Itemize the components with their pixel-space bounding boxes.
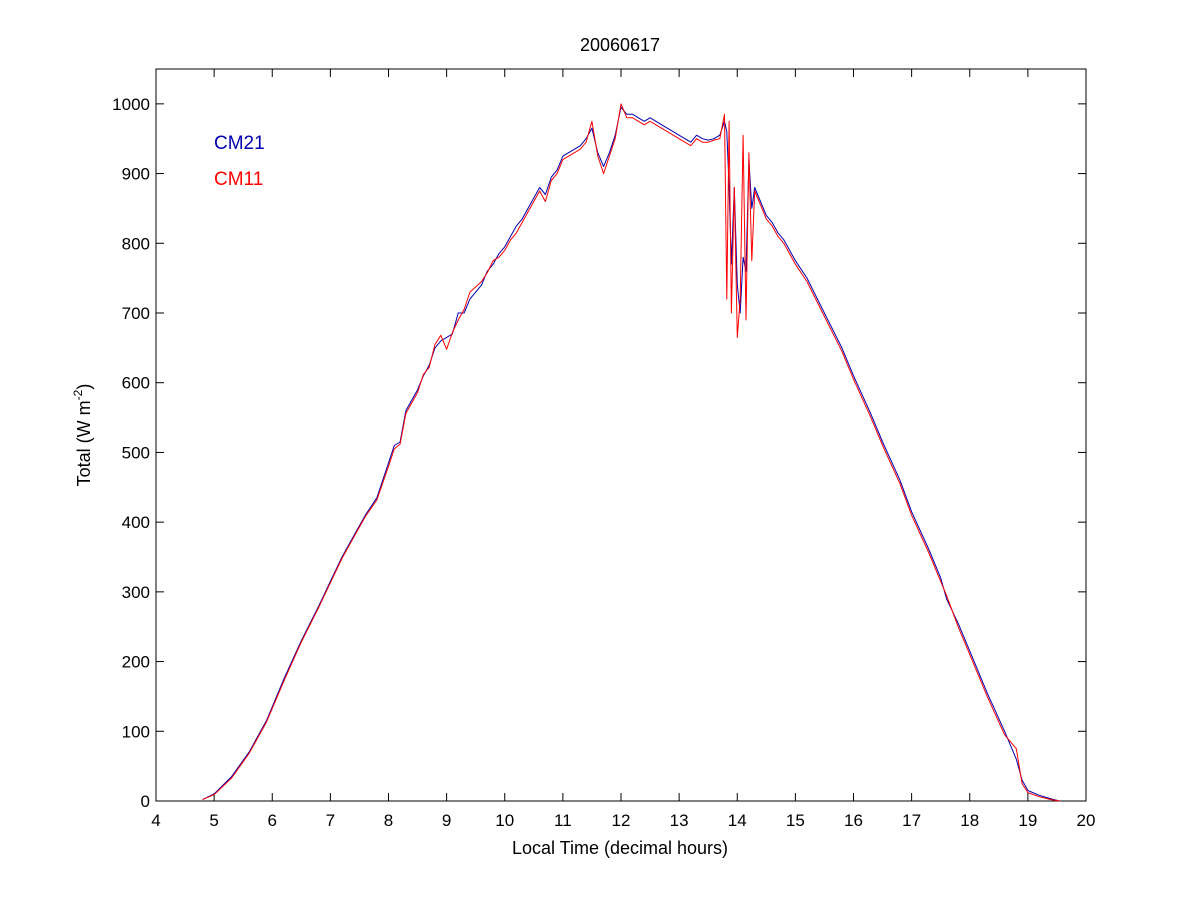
x-tick-label: 8 xyxy=(384,811,393,830)
y-axis: 0 100 200 300 400 500 600 700 800 900 1000 xyxy=(112,95,1086,811)
x-axis-label: Local Time (decimal hours) xyxy=(512,838,728,858)
y-tick-label: 100 xyxy=(122,722,150,741)
legend-entry-cm11: CM11 xyxy=(214,169,263,190)
plot-frame xyxy=(155,68,1087,802)
legend-entry-cm21: CM21 xyxy=(214,133,265,154)
x-tick-label: 5 xyxy=(209,811,218,830)
y-tick-label: 700 xyxy=(122,304,150,323)
x-tick-label: 9 xyxy=(442,811,451,830)
x-tick-label: 10 xyxy=(495,811,514,830)
y-axis-label-close: ) xyxy=(74,384,94,390)
y-tick-label: 200 xyxy=(122,653,150,672)
y-tick-label: 500 xyxy=(122,443,150,462)
y-tick-label: 800 xyxy=(122,234,150,253)
x-tick-label: 18 xyxy=(960,811,979,830)
x-tick-label: 6 xyxy=(268,811,277,830)
x-tick-label: 4 xyxy=(151,811,160,830)
series-line-cm21 xyxy=(202,106,1060,802)
y-tick-label: 0 xyxy=(141,792,150,811)
series-line-cm11 xyxy=(202,103,1060,802)
y-tick-label: 600 xyxy=(122,374,150,393)
y-axis-label: Total (W m-2) xyxy=(71,384,94,487)
plot-area: 4 5 6 7 8 9 10 11 12 13 14 15 16 17 18 19 20 01002003004… xyxy=(112,68,1095,830)
x-tick-label: 11 xyxy=(554,811,572,830)
y-tick-label: 900 xyxy=(122,165,150,184)
y-axis-label-main: Total (W m xyxy=(74,400,94,486)
x-tick-label: 17 xyxy=(902,811,921,830)
y-axis-label-sup: -2 xyxy=(71,389,85,400)
x-tick-label: 14 xyxy=(728,811,747,830)
x-tick-label: 7 xyxy=(326,811,335,830)
chart-title: 20060617 xyxy=(580,35,660,55)
y-tick-label: 300 xyxy=(122,583,150,602)
y-tick-label: 1000 xyxy=(112,95,150,114)
x-tick-label: 20 xyxy=(1077,811,1096,830)
x-tick-label: 15 xyxy=(786,811,805,830)
series-layer xyxy=(202,103,1060,802)
x-tick-label: 19 xyxy=(1018,811,1037,830)
x-tick-label: 12 xyxy=(612,811,631,830)
legend: CM21 CM11 xyxy=(214,133,265,190)
x-axis: 4 5 6 7 8 9 10 11 12 13 14 15 16 17 18 19 20 xyxy=(151,69,1095,830)
y-tick-label: 400 xyxy=(122,513,150,532)
x-tick-label: 13 xyxy=(670,811,689,830)
x-tick-label: 16 xyxy=(844,811,863,830)
